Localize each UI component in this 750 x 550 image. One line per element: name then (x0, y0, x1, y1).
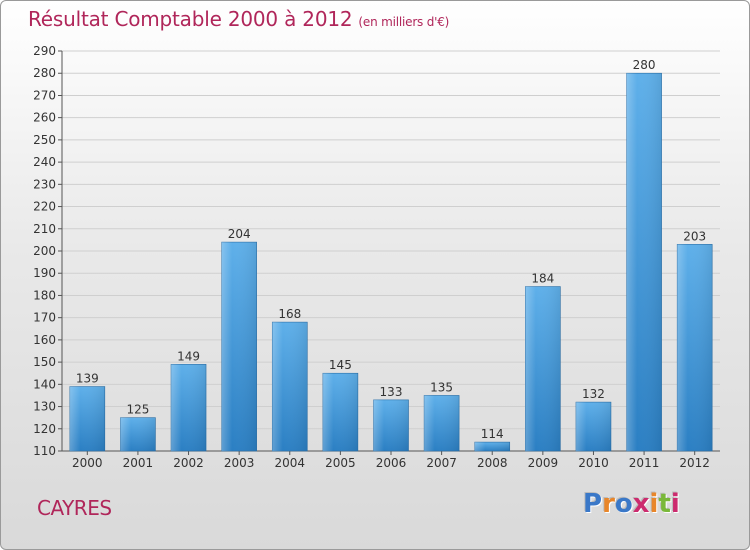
bar-value-label: 145 (329, 358, 352, 372)
label-layer: 139 2000 125 2001 149 2002 204 2003 168 2004 145 20… (72, 58, 710, 470)
axis-layer: 110 120 130 140 150 160 170 180 190 200 210 220 230 2… (33, 44, 720, 458)
x-tick-label: 2004 (274, 456, 305, 470)
x-tick-label: 2008 (477, 456, 508, 470)
bar-shine (474, 442, 510, 451)
x-tick-label: 2005 (325, 456, 356, 470)
chart-subtitle: (en milliers d'€) (358, 15, 450, 29)
bar-shine (525, 286, 561, 451)
bar-value-label: 125 (126, 403, 149, 417)
x-tick-label: 2003 (224, 456, 255, 470)
x-tick-label: 2001 (123, 456, 154, 470)
x-tick-label: 2006 (376, 456, 407, 470)
bar-shine (171, 364, 207, 451)
x-tick-label: 2011 (629, 456, 660, 470)
bar-value-label: 139 (76, 372, 99, 386)
y-tick-label: 230 (33, 177, 56, 191)
place-name: CAYRES (37, 496, 112, 520)
bar-shine (373, 399, 409, 451)
logo-letter: P (583, 489, 603, 519)
y-tick-label: 250 (33, 133, 56, 147)
y-tick-label: 280 (33, 66, 56, 80)
y-tick-label: 200 (33, 244, 56, 258)
y-tick-label: 170 (33, 311, 56, 325)
bar-value-label: 203 (683, 229, 706, 243)
bar-shine (221, 242, 257, 451)
bar-value-label: 132 (582, 387, 605, 401)
y-tick-label: 120 (33, 422, 56, 436)
bar-value-label: 114 (481, 427, 504, 441)
logo-letter: i (670, 489, 680, 519)
y-tick-label: 190 (33, 266, 56, 280)
x-tick-label: 2009 (528, 456, 559, 470)
y-tick-label: 110 (33, 444, 56, 458)
logo-letter: x (632, 489, 650, 519)
x-tick-label: 2007 (426, 456, 457, 470)
y-tick-label: 140 (33, 377, 56, 391)
bar-value-label: 168 (278, 307, 301, 321)
y-tick-label: 210 (33, 222, 56, 236)
bar-shine (322, 373, 358, 451)
bar-shine (575, 402, 611, 451)
y-tick-label: 290 (33, 44, 56, 58)
chart-title: Résultat Comptable 2000 à 2012 (en millie… (28, 7, 449, 31)
y-tick-label: 160 (33, 333, 56, 347)
bar-value-label: 135 (430, 380, 453, 394)
chart-title-text: Résultat Comptable 2000 à 2012 (28, 7, 353, 31)
y-tick-label: 240 (33, 155, 56, 169)
bar-value-label: 149 (177, 349, 200, 363)
y-tick-label: 270 (33, 88, 56, 102)
bar-shine (424, 395, 460, 451)
bar-layer (69, 72, 713, 452)
bar-shine (626, 73, 662, 451)
bar-value-label: 133 (380, 385, 403, 399)
bar-value-label: 280 (633, 58, 656, 72)
x-tick-label: 2002 (173, 456, 204, 470)
bar-shine (69, 386, 105, 451)
x-tick-label: 2000 (72, 456, 103, 470)
y-tick-label: 130 (33, 400, 56, 414)
bar-value-label: 204 (228, 227, 251, 241)
bar-value-label: 184 (531, 272, 554, 286)
bar-shine (272, 322, 308, 451)
logo-letter: i (649, 489, 659, 519)
x-tick-label: 2010 (578, 456, 609, 470)
y-tick-label: 180 (33, 288, 56, 302)
logo-letter: o (614, 489, 633, 519)
bar-shine (120, 417, 156, 451)
proxiti-logo[interactable]: Proxiti (583, 489, 680, 519)
logo-letter: r (602, 489, 615, 519)
x-tick-label: 2012 (679, 456, 710, 470)
y-tick-label: 150 (33, 355, 56, 369)
logo-letter: t (658, 489, 671, 519)
y-tick-label: 220 (33, 200, 56, 214)
bar-shine (677, 244, 713, 451)
y-tick-label: 260 (33, 111, 56, 125)
